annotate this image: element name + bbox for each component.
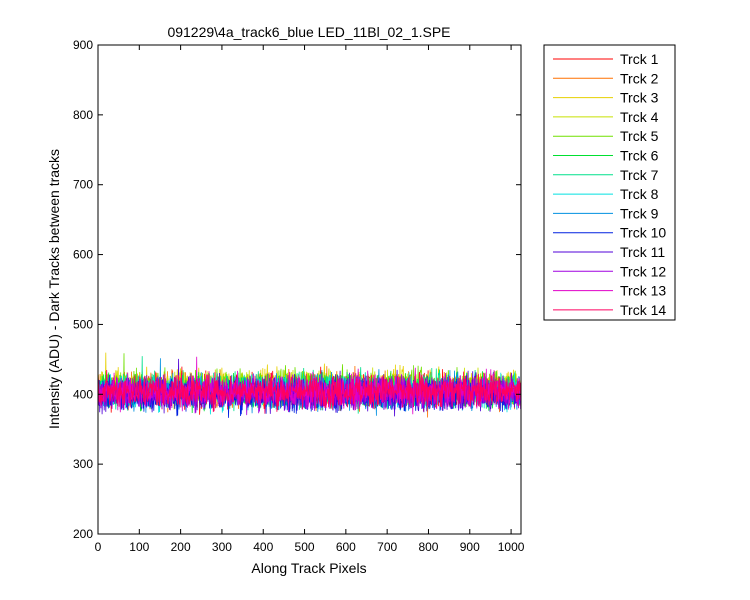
legend: Trck 1 Trck 2 Trck 3 Trck 4 Trck 5 Trck 6 Trck… — [543, 44, 676, 321]
legend-label: Trck 14 — [620, 302, 666, 318]
x-tick-label: 800 — [418, 540, 438, 554]
y-tick-label: 200 — [73, 527, 93, 541]
plot-frame — [97, 44, 522, 535]
y-tick-label: 600 — [73, 248, 93, 262]
chart-title: 091229\4a_track6_blue LED_11Bl_02_1.SPE — [167, 24, 450, 40]
plot-background — [98, 45, 521, 534]
y-tick-label: 800 — [73, 108, 93, 122]
legend-items: Trck 1 Trck 2 Trck 3 Trck 4 Trck 5 Trck 6 Trck… — [553, 51, 666, 318]
legend-label: Trck 3 — [620, 90, 659, 106]
y-axis-ticks: 200 300 400 500 600 700 800 900 — [73, 38, 521, 541]
y-tick-label: 700 — [73, 178, 93, 192]
y-axis-label: Intensity (ADU) - Dark Tracks between tr… — [46, 149, 62, 429]
legend-label: Trck 7 — [620, 167, 659, 183]
legend-box — [543, 44, 676, 321]
x-tick-label: 0 — [95, 540, 102, 554]
series-line-trck-12 — [97, 372, 521, 416]
legend-label: Trck 10 — [620, 225, 666, 241]
x-tick-label: 700 — [377, 540, 397, 554]
plot-area: 0 100 200 300 400 500 600 700 800 900 1000 200 300 4… — [73, 38, 525, 554]
y-tick-label: 900 — [73, 38, 93, 52]
x-tick-label: 500 — [295, 540, 315, 554]
legend-label: Trck 5 — [620, 128, 659, 144]
x-tick-label: 600 — [336, 540, 356, 554]
x-tick-label: 900 — [460, 540, 480, 554]
y-tick-label: 300 — [73, 457, 93, 471]
y-tick-label: 500 — [73, 317, 93, 331]
legend-label: Trck 8 — [620, 186, 659, 202]
legend-label: Trck 4 — [620, 109, 659, 125]
x-tick-label: 200 — [171, 540, 191, 554]
x-axis-label: Along Track Pixels — [251, 560, 366, 576]
x-tick-label: 1000 — [498, 540, 525, 554]
legend-label: Trck 2 — [620, 70, 659, 86]
series-layer — [97, 352, 521, 418]
legend-label: Trck 11 — [620, 244, 665, 260]
x-tick-label: 100 — [129, 540, 149, 554]
legend-label: Trck 9 — [620, 205, 659, 221]
legend-label: Trck 13 — [620, 283, 666, 299]
x-tick-label: 400 — [253, 540, 273, 554]
legend-label: Trck 1 — [620, 51, 659, 67]
x-axis-ticks: 0 100 200 300 400 500 600 700 800 900 1000 — [95, 45, 525, 554]
y-tick-label: 400 — [73, 387, 93, 401]
legend-label: Trck 12 — [620, 263, 666, 279]
x-tick-label: 300 — [212, 540, 232, 554]
series-line-trck-14 — [97, 369, 521, 414]
legend-label: Trck 6 — [620, 148, 659, 164]
